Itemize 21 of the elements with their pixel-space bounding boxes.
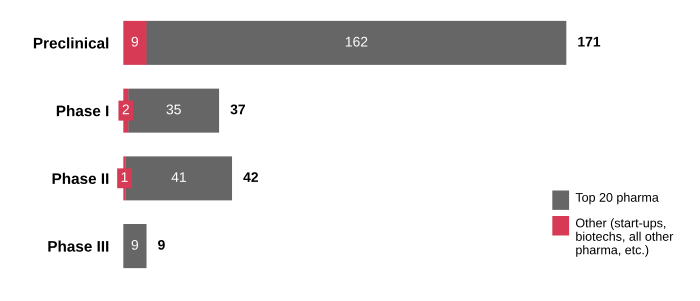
y-tick-label: Phase I	[56, 105, 108, 116]
total-label: 9	[158, 240, 165, 250]
y-tick-label: Preclinical	[34, 37, 108, 49]
bar	[146, 20, 566, 65]
legend-label: Top 20 pharma	[576, 192, 659, 204]
y-tick-label: Phase III	[48, 240, 108, 252]
data-label: 9	[132, 36, 138, 47]
legend-label: Other (start-ups, biotechs, all other pharma, etc.)	[576, 218, 674, 257]
data-label: 35	[166, 104, 181, 114]
bar	[123, 20, 147, 65]
total-label: 42	[243, 172, 258, 182]
bar	[123, 224, 147, 268]
data-label: 41	[172, 172, 186, 182]
bar	[128, 88, 220, 133]
data-label: 162	[346, 36, 368, 47]
data-label: 1	[122, 172, 128, 182]
y-tick-label: Phase II	[52, 172, 108, 184]
total-label: 171	[578, 36, 600, 46]
data-label: 9	[132, 240, 138, 250]
total-label: 37	[230, 104, 245, 114]
data-label: 2	[122, 104, 129, 114]
